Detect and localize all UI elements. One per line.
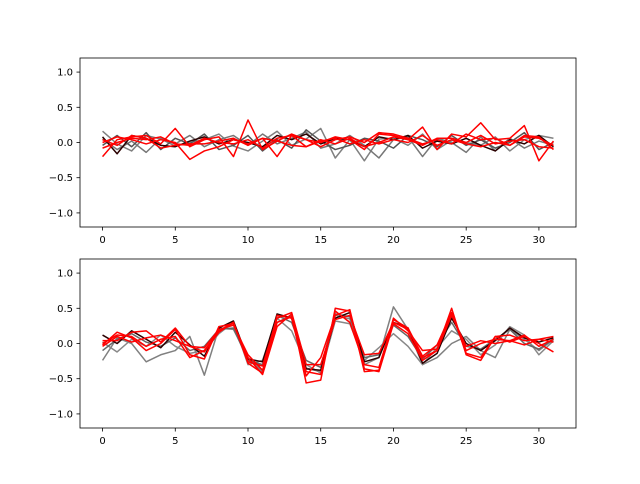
top-y-tick-label: 0.0 (57, 138, 73, 149)
bottom-y-tick-label: 1.0 (57, 269, 73, 280)
top-series-line-7 (102, 134, 554, 149)
top-x-tick-label: 15 (314, 235, 327, 246)
bottom-x-tick-label: 30 (533, 436, 546, 447)
top-x-tick-label: 10 (242, 235, 255, 246)
bottom-series-line-8 (102, 308, 554, 377)
bottom-y-axis: −1.0 −0.5 0.0 0.5 1.0 (49, 269, 80, 420)
bottom-x-tick-label: 25 (460, 436, 473, 447)
bottom-x-tick-label: 20 (387, 436, 400, 447)
top-x-tick-label: 20 (387, 235, 400, 246)
top-plot-lines (101, 119, 555, 162)
top-x-tick-label: 30 (533, 235, 546, 246)
bottom-x-tick-label: 0 (99, 436, 105, 447)
bottom-axes: 0 5 10 15 20 25 30 −1.0 −0.5 0.0 0.5 1.0 (49, 258, 577, 447)
bottom-y-tick-label: −1.0 (49, 409, 73, 420)
top-y-tick-label: −0.5 (49, 173, 73, 184)
top-y-tick-label: 0.5 (57, 103, 73, 114)
bottom-y-tick-label: 0.0 (57, 339, 73, 350)
bottom-x-tick-label: 5 (172, 436, 178, 447)
bottom-plot-lines (101, 306, 554, 384)
top-x-axis: 0 5 10 15 20 25 30 (99, 227, 545, 246)
top-x-tick-label: 25 (460, 235, 473, 246)
top-x-tick-label: 5 (172, 235, 178, 246)
top-series-line-3 (102, 129, 554, 152)
top-series-line-8 (102, 134, 554, 149)
bottom-y-tick-label: 0.5 (57, 304, 73, 315)
bottom-x-tick-label: 10 (242, 436, 255, 447)
top-y-tick-label: 1.0 (57, 68, 73, 79)
top-axes: 0 5 10 15 20 25 30 −1.0 −0.5 0.0 0.5 1.0 (49, 57, 577, 246)
bottom-x-tick-label: 15 (314, 436, 327, 447)
top-y-tick-label: −1.0 (49, 208, 73, 219)
top-x-tick-label: 0 (99, 235, 105, 246)
bottom-x-axis: 0 5 10 15 20 25 30 (99, 428, 545, 447)
bottom-series-line-7 (102, 310, 554, 376)
bottom-y-tick-label: −0.5 (49, 374, 73, 385)
top-y-axis: −1.0 −0.5 0.0 0.5 1.0 (49, 68, 80, 219)
